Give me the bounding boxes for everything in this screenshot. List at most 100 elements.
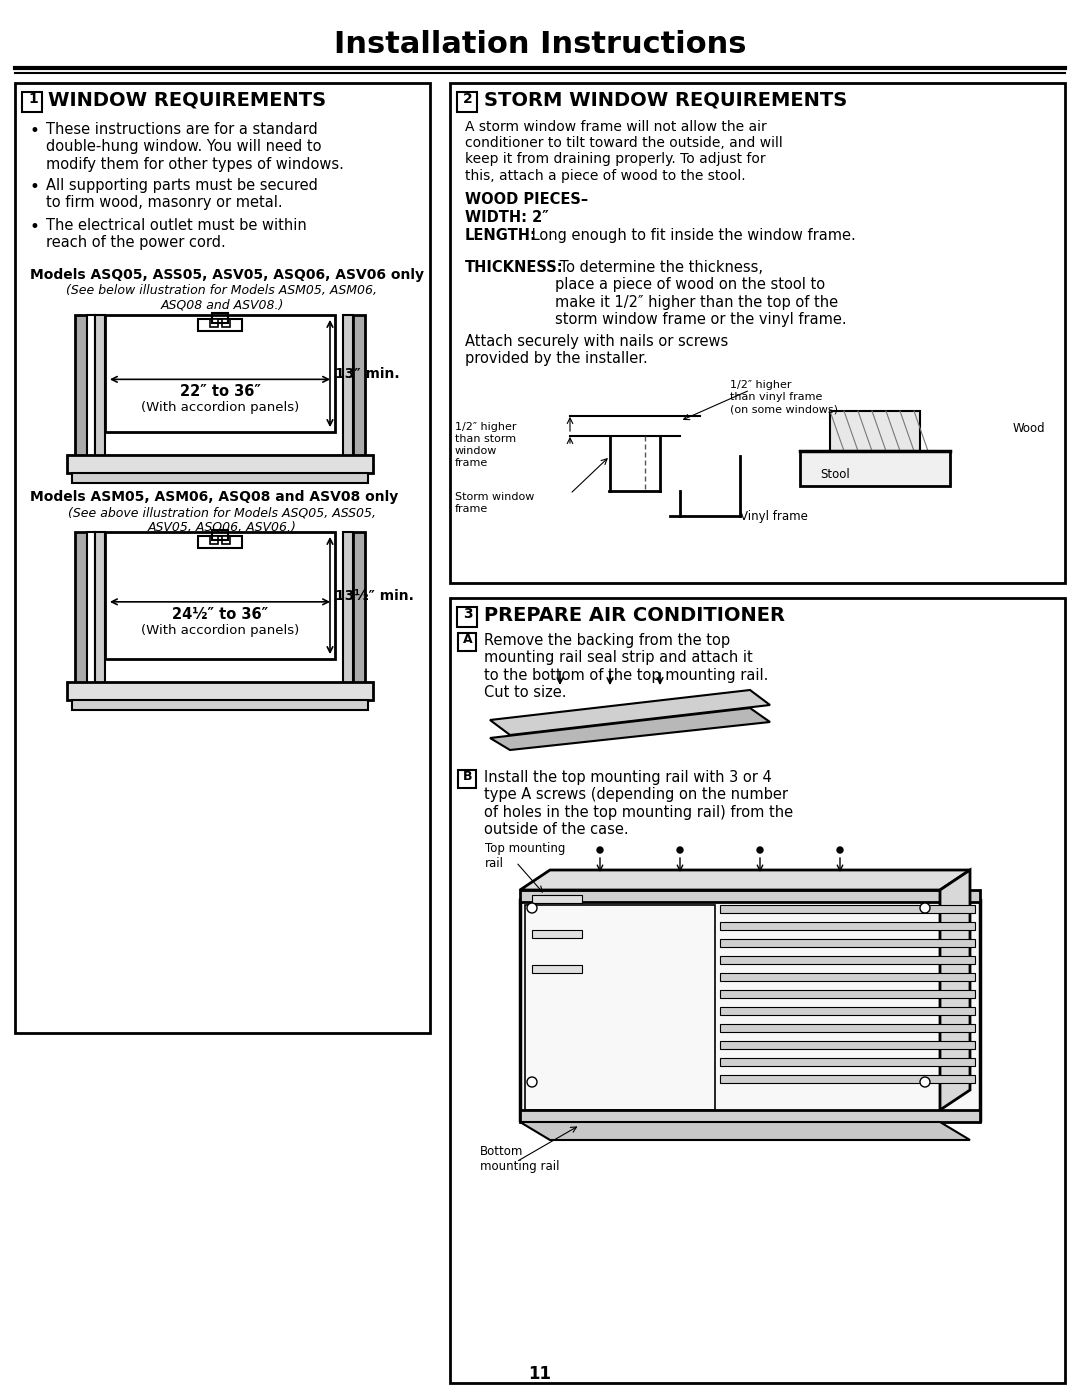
Circle shape <box>837 847 843 854</box>
Bar <box>95 532 105 687</box>
Bar <box>72 700 368 710</box>
Bar <box>457 92 477 112</box>
Bar <box>532 965 582 972</box>
Text: Models ASQ05, ASS05, ASV05, ASQ06, ASV06 only: Models ASQ05, ASS05, ASV05, ASQ06, ASV06… <box>30 268 424 282</box>
Bar <box>720 905 975 914</box>
Text: LENGTH:: LENGTH: <box>465 228 537 243</box>
Polygon shape <box>519 870 970 890</box>
Text: WIDTH: 2″: WIDTH: 2″ <box>465 210 549 225</box>
Bar <box>831 411 920 451</box>
Text: 13½″ min.: 13½″ min. <box>335 588 414 602</box>
Text: Long enough to fit inside the window frame.: Long enough to fit inside the window fra… <box>527 228 855 243</box>
Bar <box>720 1024 975 1032</box>
Bar <box>67 682 373 700</box>
Bar <box>212 529 228 541</box>
Text: (See below illustration for Models ASM05, ASM06,
ASQ08 and ASV08.): (See below illustration for Models ASM05… <box>67 284 378 312</box>
Bar <box>198 319 242 331</box>
Text: than vinyl frame: than vinyl frame <box>730 393 822 402</box>
Bar <box>720 1007 975 1016</box>
Bar <box>720 990 975 997</box>
Bar <box>222 536 230 543</box>
Text: Wood: Wood <box>1012 422 1045 434</box>
Bar <box>343 314 353 460</box>
Text: All supporting parts must be secured
to firm wood, masonry or metal.: All supporting parts must be secured to … <box>46 177 318 211</box>
Text: Stool: Stool <box>820 468 850 481</box>
Polygon shape <box>519 1122 970 1140</box>
Bar <box>75 314 87 460</box>
Text: These instructions are for a standard
double-hung window. You will need to
modif: These instructions are for a standard do… <box>46 122 343 172</box>
Bar <box>457 608 477 627</box>
Text: A storm window frame will not allow the air
conditioner to tilt toward the outsi: A storm window frame will not allow the … <box>465 120 783 183</box>
Text: •: • <box>30 122 40 140</box>
Text: •: • <box>30 177 40 196</box>
Bar <box>15 82 430 1032</box>
Text: Vinyl frame: Vinyl frame <box>740 510 808 522</box>
Bar <box>67 455 373 474</box>
Text: 22″ to 36″: 22″ to 36″ <box>179 384 260 400</box>
Text: Install the top mounting rail with 3 or 4
type A screws (depending on the number: Install the top mounting rail with 3 or … <box>484 770 793 837</box>
Text: Remove the backing from the top
mounting rail seal strip and attach it
to the bo: Remove the backing from the top mounting… <box>484 633 768 700</box>
Text: Bottom
mounting rail: Bottom mounting rail <box>480 1146 559 1173</box>
Bar <box>450 598 1065 1383</box>
Text: PREPARE AIR CONDITIONER: PREPARE AIR CONDITIONER <box>484 606 785 624</box>
Bar <box>720 972 975 981</box>
Text: (See above illustration for Models ASQ05, ASS05,
ASV05, ASQ06, ASV06.): (See above illustration for Models ASQ05… <box>68 506 376 534</box>
Bar <box>720 1076 975 1083</box>
Polygon shape <box>490 690 770 735</box>
Bar <box>519 900 980 1120</box>
Text: 3: 3 <box>463 608 473 622</box>
Polygon shape <box>490 708 770 750</box>
Bar <box>210 536 218 543</box>
Text: frame: frame <box>455 458 488 468</box>
Bar <box>222 319 230 327</box>
Bar <box>720 922 975 930</box>
Text: B: B <box>463 770 473 782</box>
Text: 1: 1 <box>28 92 38 106</box>
Text: 13″ min.: 13″ min. <box>335 366 400 380</box>
Circle shape <box>757 847 762 854</box>
Bar <box>532 930 582 937</box>
Text: Models ASM05, ASM06, ASQ08 and ASV08 only: Models ASM05, ASM06, ASQ08 and ASV08 onl… <box>30 490 399 504</box>
Circle shape <box>597 847 603 854</box>
Text: 11: 11 <box>528 1365 552 1383</box>
Bar <box>353 314 365 460</box>
Circle shape <box>527 1077 537 1087</box>
Text: •: • <box>30 218 40 236</box>
Bar <box>532 895 582 902</box>
Bar <box>519 1111 980 1122</box>
Circle shape <box>920 1077 930 1087</box>
Circle shape <box>920 902 930 914</box>
Bar <box>22 92 42 112</box>
Bar <box>525 905 715 1111</box>
Text: than storm: than storm <box>455 434 516 444</box>
Bar <box>198 536 242 548</box>
Text: The electrical outlet must be within
reach of the power cord.: The electrical outlet must be within rea… <box>46 218 307 250</box>
Text: 1/2″ higher: 1/2″ higher <box>730 380 792 390</box>
Bar <box>212 313 228 323</box>
Text: 2: 2 <box>463 92 473 106</box>
Bar <box>75 532 87 687</box>
Circle shape <box>677 847 683 854</box>
Text: Attach securely with nails or screws
provided by the installer.: Attach securely with nails or screws pro… <box>465 334 728 366</box>
Polygon shape <box>940 870 970 1111</box>
Bar <box>458 633 476 651</box>
Text: 24½″ to 36″: 24½″ to 36″ <box>172 606 268 622</box>
Bar <box>450 82 1065 583</box>
Text: WINDOW REQUIREMENTS: WINDOW REQUIREMENTS <box>48 89 326 109</box>
Text: To determine the thickness,
place a piece of wood on the stool to
make it 1/2″ h: To determine the thickness, place a piec… <box>555 260 847 327</box>
Bar <box>105 532 335 659</box>
Bar <box>72 474 368 483</box>
Bar <box>458 770 476 788</box>
Text: THICKNESS:: THICKNESS: <box>465 260 564 275</box>
Bar <box>105 314 335 432</box>
Text: Top mounting
rail: Top mounting rail <box>485 842 565 870</box>
Bar <box>720 1058 975 1066</box>
Text: Storm window: Storm window <box>455 492 535 502</box>
Bar <box>720 1041 975 1049</box>
Bar <box>519 890 980 902</box>
Bar <box>343 532 353 687</box>
Text: Installation Instructions: Installation Instructions <box>334 29 746 59</box>
Bar <box>87 314 95 460</box>
Text: (on some windows): (on some windows) <box>730 404 838 414</box>
Text: STORM WINDOW REQUIREMENTS: STORM WINDOW REQUIREMENTS <box>484 89 847 109</box>
